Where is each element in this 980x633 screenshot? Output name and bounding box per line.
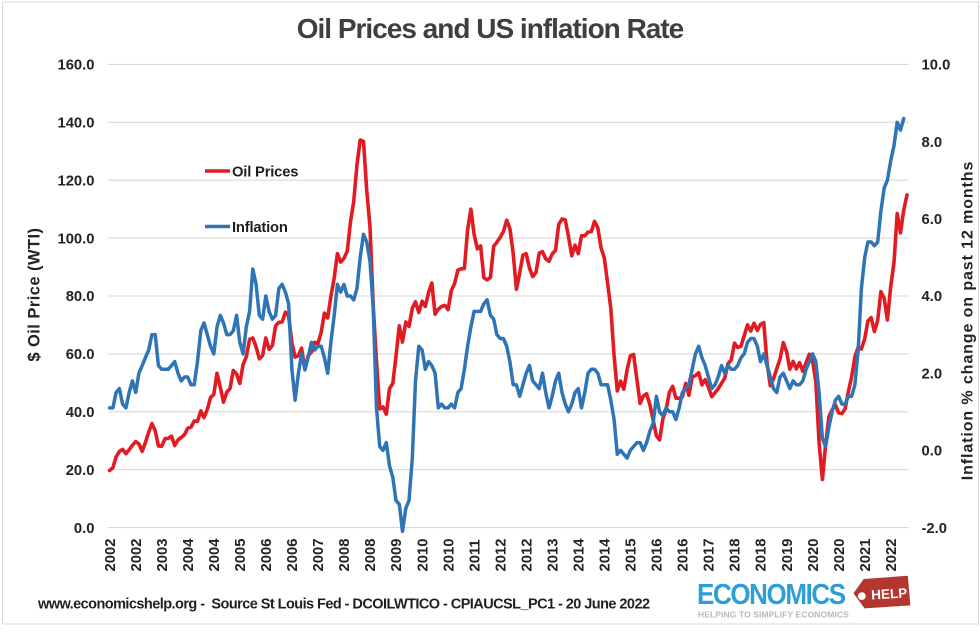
svg-text:2011: 2011 xyxy=(467,539,483,571)
svg-text:-2.0: -2.0 xyxy=(922,521,948,537)
svg-text:2019: 2019 xyxy=(780,539,796,572)
svg-text:0.0: 0.0 xyxy=(74,521,95,537)
svg-text:HELPING TO SIMPLIFY ECONOMICS: HELPING TO SIMPLIFY ECONOMICS xyxy=(698,610,849,620)
svg-text:80.0: 80.0 xyxy=(66,289,95,305)
svg-text:2006: 2006 xyxy=(259,539,275,572)
svg-text:60.0: 60.0 xyxy=(66,347,95,363)
svg-text:2012: 2012 xyxy=(519,539,535,572)
svg-text:2010: 2010 xyxy=(441,539,457,572)
svg-text:2012: 2012 xyxy=(493,539,509,572)
svg-text:2014: 2014 xyxy=(572,538,588,572)
svg-text:0.0: 0.0 xyxy=(922,444,943,460)
svg-text:2010: 2010 xyxy=(415,539,431,572)
svg-text:8.0: 8.0 xyxy=(922,135,943,151)
svg-text:$ Oil Price (WTI): $ Oil Price (WTI) xyxy=(26,228,44,362)
svg-text:2013: 2013 xyxy=(545,539,561,572)
svg-text:2016: 2016 xyxy=(676,539,692,572)
svg-text:4.0: 4.0 xyxy=(922,289,943,305)
svg-text:140.0: 140.0 xyxy=(57,116,94,132)
svg-text:2020: 2020 xyxy=(832,539,848,572)
svg-text:120.0: 120.0 xyxy=(57,173,94,189)
svg-text:40.0: 40.0 xyxy=(66,405,95,421)
svg-text:10.0: 10.0 xyxy=(922,58,951,74)
svg-text:2007: 2007 xyxy=(311,539,327,572)
svg-text:2021: 2021 xyxy=(858,539,874,572)
svg-text:2002: 2002 xyxy=(129,539,145,572)
svg-text:2.0: 2.0 xyxy=(922,366,943,382)
svg-text:Inflation: Inflation xyxy=(232,220,288,236)
svg-text:2006: 2006 xyxy=(285,539,301,572)
svg-text:2018: 2018 xyxy=(728,539,744,572)
svg-text:Oil Prices: Oil Prices xyxy=(232,165,298,181)
svg-text:Inflation % change on past 12: Inflation % change on past 12 months xyxy=(960,161,977,481)
svg-text:160.0: 160.0 xyxy=(57,58,94,74)
svg-text:20.0: 20.0 xyxy=(66,463,95,479)
svg-text:2005: 2005 xyxy=(233,539,249,572)
svg-text:2002: 2002 xyxy=(103,539,119,572)
svg-text:6.0: 6.0 xyxy=(922,212,943,228)
svg-text:2009: 2009 xyxy=(389,539,405,572)
svg-text:2004: 2004 xyxy=(207,538,223,572)
svg-text:2008: 2008 xyxy=(363,539,379,572)
svg-text:2018: 2018 xyxy=(754,539,770,572)
svg-text:2008: 2008 xyxy=(337,539,353,572)
svg-text:HELP: HELP xyxy=(871,585,908,602)
svg-text:www.economicshelp.org - Sourc: www.economicshelp.org - Source St Louis … xyxy=(37,597,650,613)
svg-text:100.0: 100.0 xyxy=(57,231,94,247)
svg-text:2003: 2003 xyxy=(155,539,171,572)
svg-text:2020: 2020 xyxy=(806,539,822,572)
svg-text:2004: 2004 xyxy=(181,538,197,572)
svg-text:2017: 2017 xyxy=(702,539,718,572)
svg-text:2022: 2022 xyxy=(884,539,900,572)
svg-text:2016: 2016 xyxy=(650,539,666,572)
svg-text:2015: 2015 xyxy=(624,539,640,572)
svg-text:2014: 2014 xyxy=(598,538,614,572)
svg-text:Oil Prices and US inflation Ra: Oil Prices and US inflation Rate xyxy=(297,13,684,44)
svg-text:ECONOMICS: ECONOMICS xyxy=(697,578,846,610)
